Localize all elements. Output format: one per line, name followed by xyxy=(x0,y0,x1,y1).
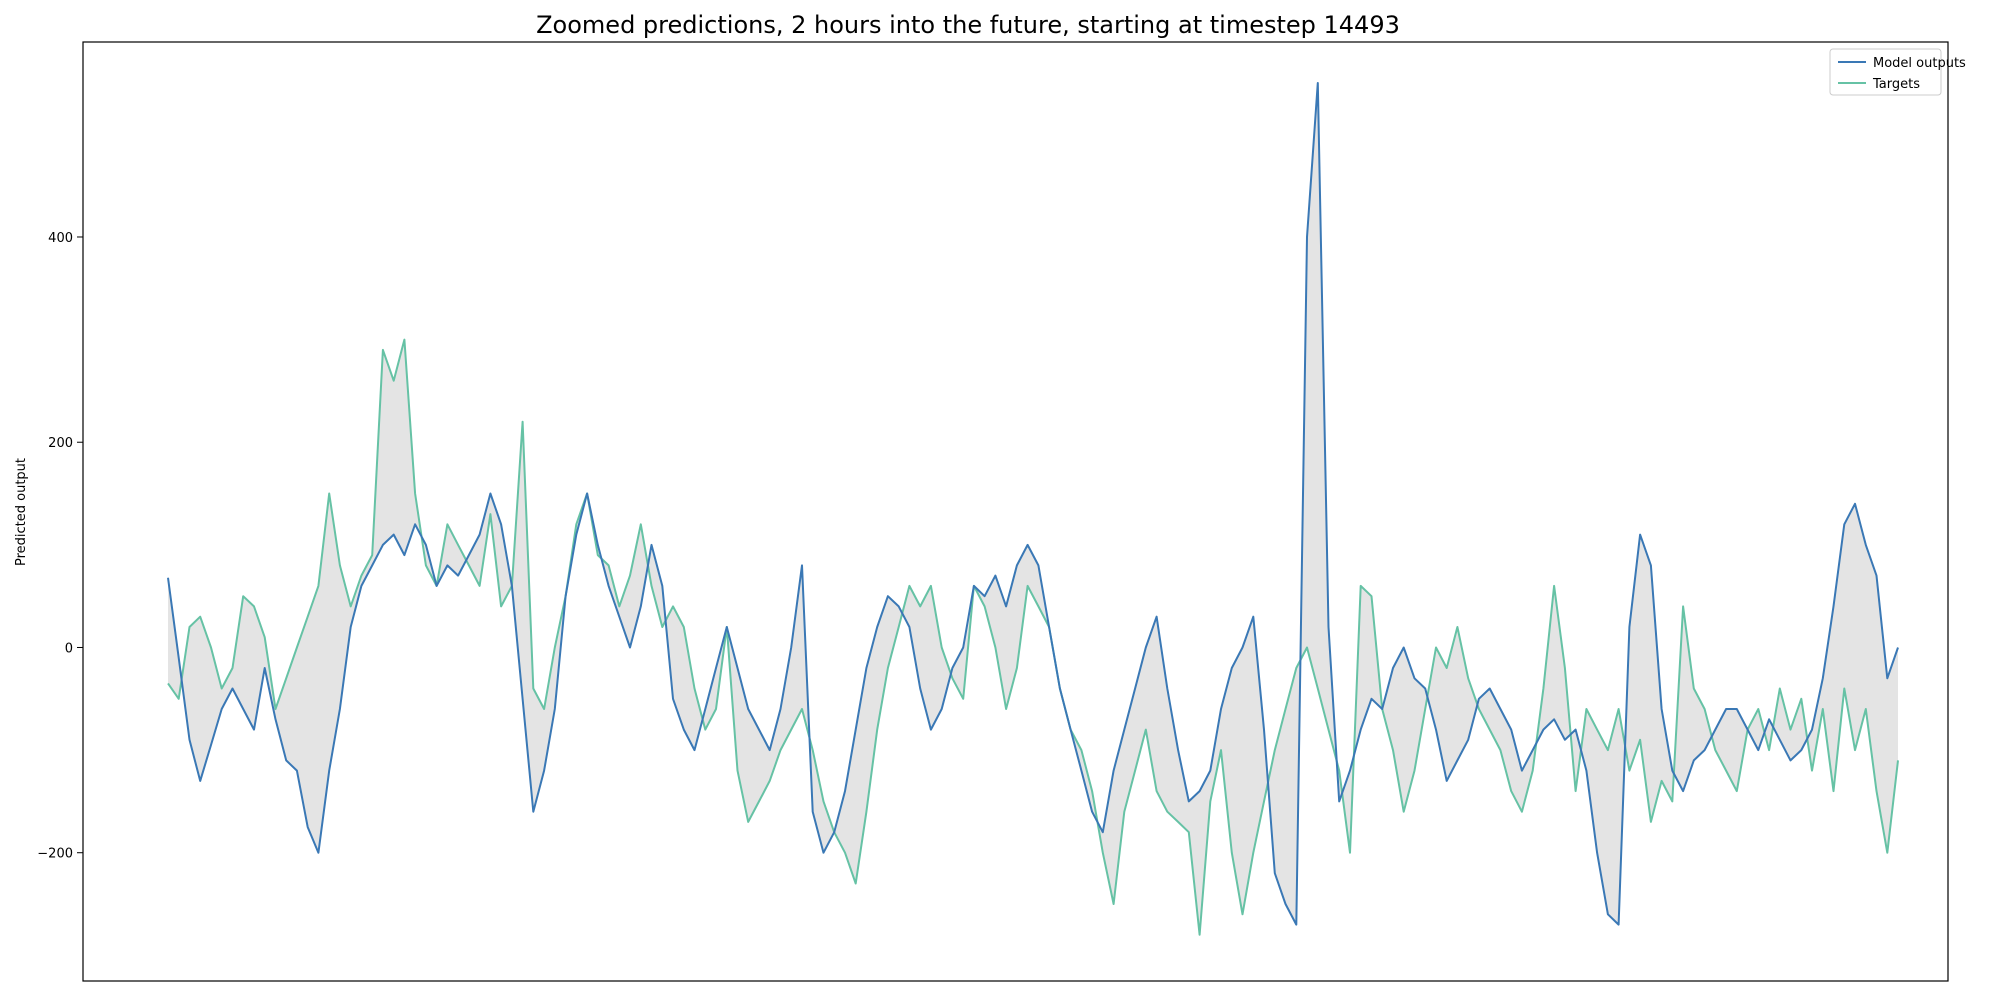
y-tick-label: 400 xyxy=(48,231,73,246)
plot-frame xyxy=(82,41,1949,982)
y-axis-label: Predicted output xyxy=(14,458,29,566)
legend-label: Model outputs xyxy=(1873,56,1966,71)
y-tick-label: −200 xyxy=(37,847,73,862)
y-tick-label: 200 xyxy=(48,436,73,451)
plot-area xyxy=(167,82,1899,936)
y-tick-label: 0 xyxy=(65,641,73,656)
chart-title: Zoomed predictions, 2 hours into the fut… xyxy=(536,11,1400,39)
series-line-model-outputs xyxy=(167,82,1899,926)
legend: Model outputs Targets xyxy=(1829,48,1966,96)
y-axis: −200 0 200 400 xyxy=(37,231,83,862)
fill-between-area xyxy=(168,83,1898,935)
series-line-targets xyxy=(167,338,1899,936)
legend-label: Targets xyxy=(1872,77,1920,92)
